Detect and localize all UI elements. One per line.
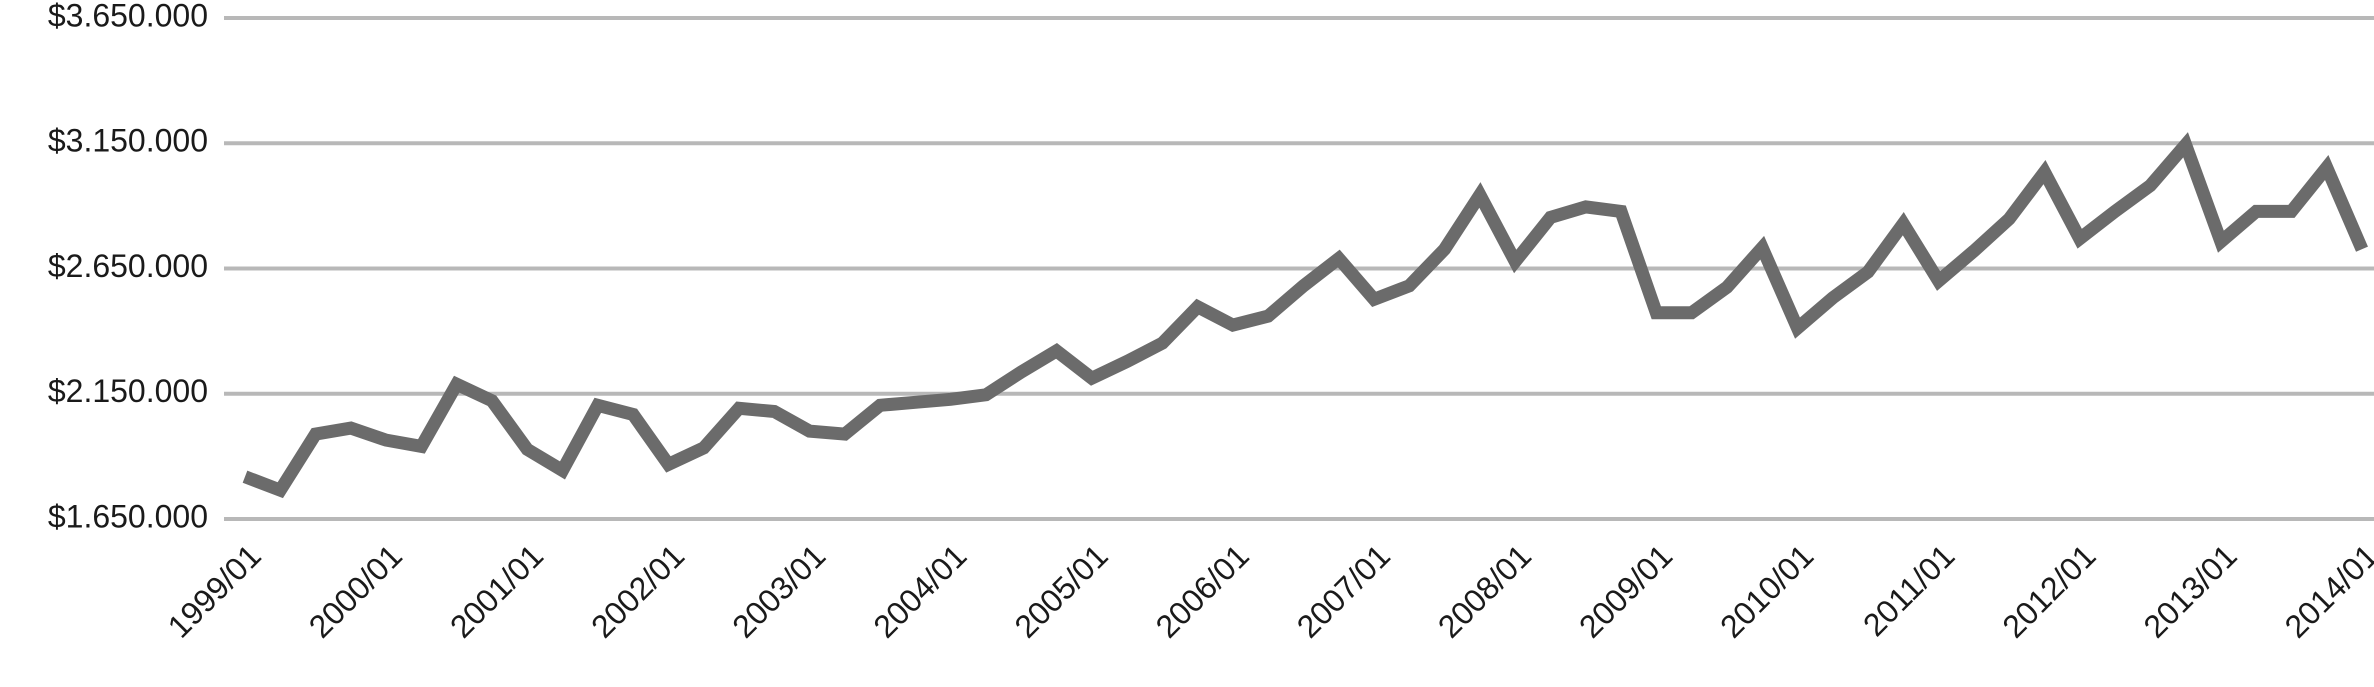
- x-tick-label: 2002/01: [584, 537, 691, 644]
- x-tick-label: 2006/01: [1149, 537, 1256, 644]
- x-tick-label: 2001/01: [443, 537, 550, 644]
- y-tick-label: $3.650.000: [48, 0, 208, 33]
- x-tick-label: 2013/01: [2137, 537, 2244, 644]
- x-tick-label: 2010/01: [1713, 537, 1820, 644]
- x-tick-label: 2003/01: [725, 537, 832, 644]
- x-tick-label: 2008/01: [1431, 537, 1538, 644]
- y-tick-label: $2.650.000: [48, 248, 208, 284]
- x-tick-label: 2014/01: [2278, 537, 2374, 644]
- y-tick-label: $1.650.000: [48, 498, 208, 534]
- x-tick-label: 2012/01: [1995, 537, 2102, 644]
- y-tick-label: $3.150.000: [48, 123, 208, 159]
- y-tick-label: $2.150.000: [48, 373, 208, 409]
- x-tick-label: 1999/01: [161, 537, 268, 644]
- x-tick-label: 2007/01: [1290, 537, 1397, 644]
- x-tick-label: 2004/01: [866, 537, 973, 644]
- x-tick-label: 2011/01: [1856, 537, 1962, 643]
- x-tick-label: 2000/01: [302, 537, 409, 644]
- data-line: [242, 132, 2368, 499]
- x-tick-label: 2005/01: [1007, 537, 1114, 644]
- x-tick-label: 2009/01: [1572, 537, 1679, 644]
